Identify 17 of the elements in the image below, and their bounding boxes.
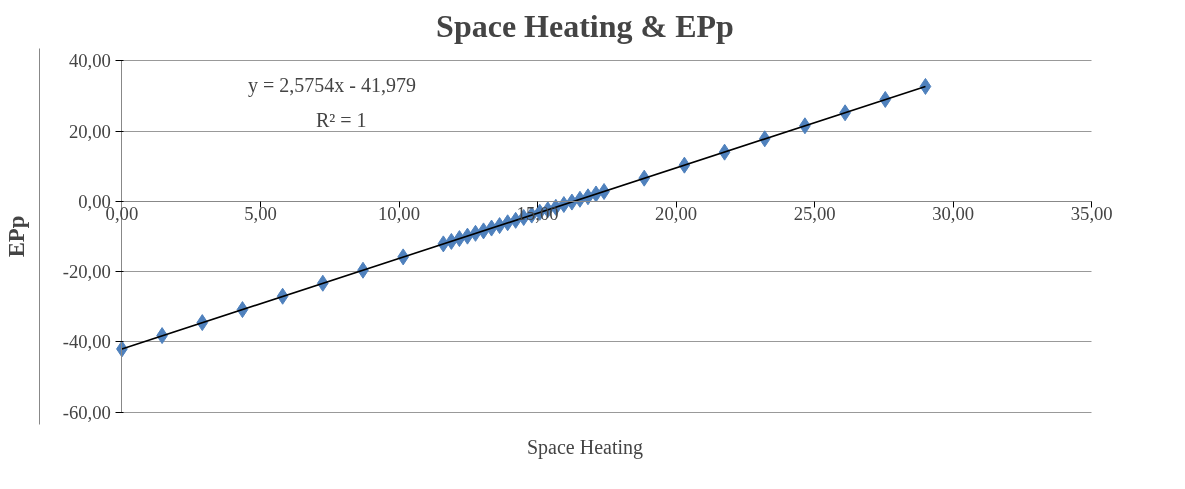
x-tick-label: 10,00: [378, 203, 421, 225]
y-tick-label: -20,00: [62, 261, 111, 283]
x-tick-label: 35,00: [1070, 203, 1113, 225]
chart-title: Space Heating & EPp: [436, 7, 734, 44]
x-axis-title: Space Heating: [526, 435, 644, 459]
x-tick-label: 25,00: [793, 203, 836, 225]
point: [919, 77, 932, 95]
x-tick-label: 30,00: [932, 203, 975, 225]
y-axis-title: EPp: [3, 215, 29, 258]
annotation: R² = 1: [315, 109, 367, 132]
y-tick-label: 20,00: [68, 120, 111, 142]
y-tick-label: 40,00: [68, 50, 111, 72]
y-tick-label: -60,00: [62, 401, 111, 423]
x-tick-label: 20,00: [655, 203, 698, 225]
annotation: y = 2,5754x - 41,979: [248, 73, 416, 97]
x-tick-label: 5,00: [244, 203, 277, 225]
y-tick-label: -40,00: [62, 331, 111, 353]
